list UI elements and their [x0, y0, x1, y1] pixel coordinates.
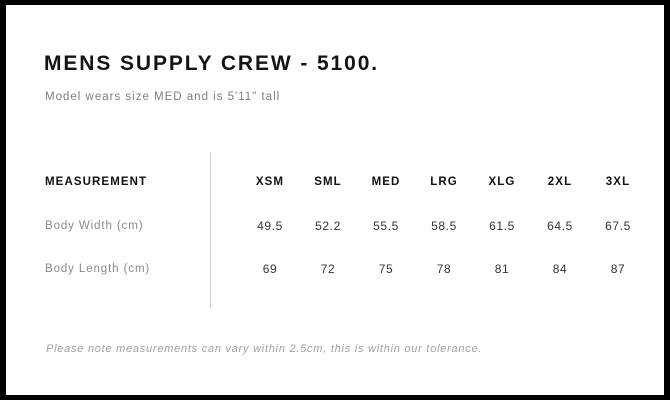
- table-row: Body Width (cm) 49.5 52.2 55.5 58.5 61.5…: [6, 215, 664, 237]
- cell-body-length-2xl: 84: [552, 262, 568, 276]
- size-chart-table: MEASUREMENT XSM SML MED LRG XLG 2XL 3XL …: [6, 5, 664, 395]
- cell-body-width-xsm: 49.5: [257, 219, 283, 233]
- column-header-lrg: LRG: [430, 176, 458, 188]
- tolerance-note: Please note measurements can vary within…: [46, 343, 483, 355]
- cell-body-width-lrg: 58.5: [431, 219, 457, 233]
- cell-body-length-xlg: 81: [494, 262, 510, 276]
- column-header-2xl: 2XL: [547, 176, 573, 188]
- column-header-xsm: XSM: [255, 176, 285, 188]
- column-header-sml: SML: [314, 176, 342, 188]
- cell-body-width-xlg: 61.5: [489, 219, 515, 233]
- table-row: Body Length (cm) 69 72 75 78 81 84 87: [6, 258, 664, 280]
- cell-body-width-2xl: 64.5: [547, 219, 573, 233]
- page-title: MENS SUPPLY CREW - 5100.: [44, 52, 380, 75]
- row-label-body-length: Body Length (cm): [45, 263, 151, 275]
- cell-body-length-3xl: 87: [610, 262, 626, 276]
- cell-body-length-lrg: 78: [436, 262, 452, 276]
- column-header-3xl: 3XL: [605, 176, 631, 188]
- cell-body-width-med: 55.5: [373, 219, 399, 233]
- cell-body-width-3xl: 67.5: [605, 219, 631, 233]
- size-chart-card: MENS SUPPLY CREW - 5100. Model wears siz…: [6, 5, 664, 395]
- table-header-row: MEASUREMENT XSM SML MED LRG XLG 2XL 3XL: [6, 171, 664, 193]
- cell-body-width-sml: 52.2: [315, 219, 341, 233]
- cell-body-length-sml: 72: [320, 262, 336, 276]
- column-header-med: MED: [371, 176, 401, 188]
- model-fit-note: Model wears size MED and is 5'11" tall: [45, 91, 281, 103]
- column-divider: [210, 152, 211, 308]
- cell-body-length-xsm: 69: [262, 262, 278, 276]
- cell-body-length-med: 75: [378, 262, 394, 276]
- column-header-xlg: XLG: [488, 176, 516, 188]
- column-header-measurement: MEASUREMENT: [45, 176, 148, 188]
- row-label-body-width: Body Width (cm): [45, 220, 144, 232]
